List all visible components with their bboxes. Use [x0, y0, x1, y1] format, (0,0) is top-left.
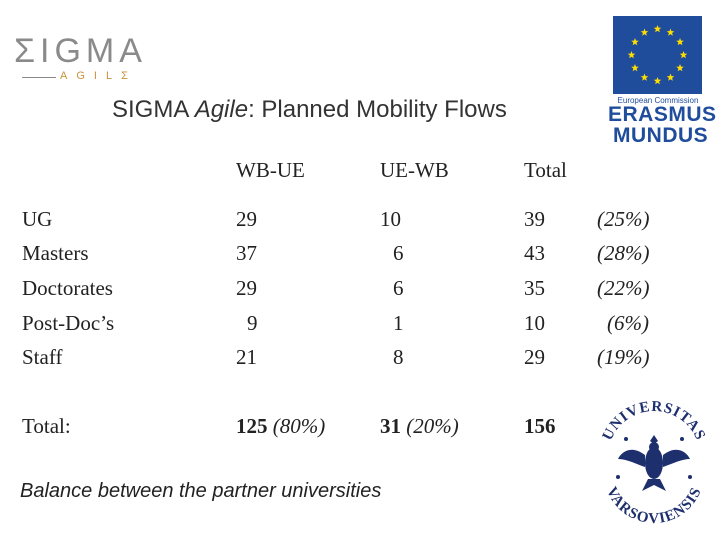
cell-wb-ue: 9 [247, 311, 258, 335]
header-wb-ue: WB-UE [236, 158, 305, 182]
cell-wb-ue: 29 [236, 207, 257, 231]
mundus-text: MUNDUS [613, 124, 709, 147]
cell-percent: (25%) [597, 207, 650, 231]
cell-ue-wb: 6 [393, 276, 404, 300]
header-ue-wb: UE-WB [380, 158, 449, 182]
cell-ue-wb: 10 [380, 207, 401, 231]
eu-star-icon [627, 51, 636, 59]
eu-star-icon [676, 64, 684, 72]
cell-total: 10 [524, 311, 545, 335]
cell-wb-ue: 29 [236, 276, 257, 300]
sigma-logo-line [22, 77, 56, 78]
title-prefix: SIGMA [112, 96, 195, 123]
eu-star-icon [676, 38, 684, 46]
title-suffix: : Planned Mobility Flows [248, 96, 507, 123]
cell-ue-wb: 6 [393, 241, 404, 265]
title-italic: Agile [194, 96, 249, 123]
eu-star-icon [640, 28, 649, 36]
sigma-agile-logo: ΣIGMA AGILΣ [14, 34, 142, 86]
eu-flag-icon [613, 16, 702, 94]
eu-star-icon [679, 51, 688, 59]
cell-total: 39 [524, 207, 545, 231]
erasmus-text: ERASMUS [608, 103, 717, 126]
row-label-ug: UG [22, 207, 53, 231]
totals-wb-ue-value: 125 [236, 414, 268, 438]
university-of-warsaw-seal: UNIVERSITAS VARSOVIENSIS [596, 395, 712, 535]
row-label-postdocs: Post-Doc’s [22, 311, 115, 335]
eu-star-icon [640, 73, 649, 81]
eu-star-icon [631, 64, 639, 72]
cell-wb-ue: 21 [236, 345, 257, 369]
row-label-doctorates: Doctorates [22, 276, 113, 300]
totals-wb-ue: 125 (80%) [236, 414, 325, 438]
cell-total: 29 [524, 345, 545, 369]
erasmus-mundus-logo: European Commission ERASMUS MUNDUS [608, 16, 716, 147]
seal-bottom-text: VARSOVIENSIS [603, 485, 704, 527]
footer-note: Balance between the partner universities [20, 480, 382, 502]
page-title: SIGMA Agile: Planned Mobility Flows [112, 96, 507, 124]
totals-ue-wb-percent: (20%) [406, 414, 459, 438]
eu-star-icon [653, 77, 662, 85]
eu-star-icon [631, 38, 639, 46]
cell-wb-ue: 37 [236, 241, 257, 265]
svg-text:VARSOVIENSIS: VARSOVIENSIS [603, 485, 705, 527]
row-label-masters: Masters [22, 241, 89, 265]
eu-star-icon [666, 73, 675, 81]
cell-percent: (6%) [607, 311, 649, 335]
sigma-logo-word: ΣIGMA [14, 32, 147, 70]
eu-star-icon [653, 25, 662, 33]
cell-percent: (22%) [597, 276, 650, 300]
totals-label: Total: [22, 414, 71, 438]
totals-wb-ue-percent: (80%) [272, 414, 326, 438]
cell-total: 43 [524, 241, 545, 265]
cell-percent: (19%) [597, 345, 650, 369]
eu-star-icon [666, 28, 675, 36]
totals-ue-wb-value: 31 [380, 414, 401, 438]
totals-grand-total: 156 [524, 414, 556, 438]
header-total: Total [524, 158, 567, 182]
sigma-logo-sub: AGILΣ [60, 70, 137, 82]
cell-percent: (28%) [597, 241, 650, 265]
cell-ue-wb: 8 [393, 345, 404, 369]
european-commission-text: European Commission [617, 96, 699, 105]
eagle-icon [618, 435, 690, 491]
totals-ue-wb: 31 (20%) [380, 414, 459, 438]
cell-ue-wb: 1 [393, 311, 404, 335]
cell-total: 35 [524, 276, 545, 300]
row-label-staff: Staff [22, 345, 63, 369]
